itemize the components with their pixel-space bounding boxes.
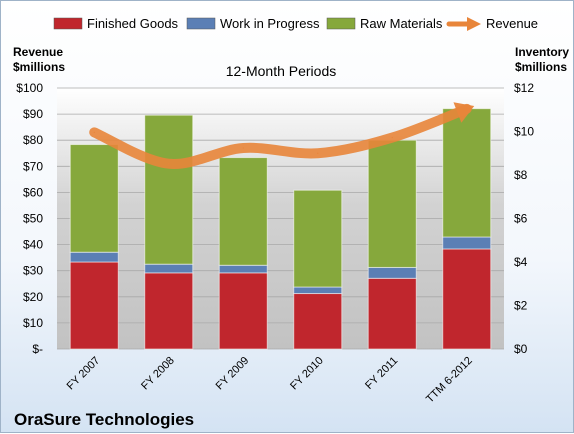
legend-label-work-in-progress: Work in Progress — [220, 16, 320, 31]
x-axis-ticks: FY 2007 FY 2008 FY 2009 FY 2010 FY 2011 TTM 6… — [65, 355, 475, 406]
bar-finished-goods — [144, 272, 194, 350]
revenue-line — [89, 103, 472, 169]
bar-work-in-progress — [293, 286, 343, 295]
right-tick-label: $6 — [514, 212, 528, 226]
left-tick-label: $80 — [23, 133, 43, 147]
left-tick-label: $20 — [23, 290, 43, 304]
bar-finished-goods — [442, 248, 492, 350]
left-tick-label: $30 — [23, 264, 43, 278]
left-tick-label: $- — [32, 342, 43, 356]
revenue-point — [317, 152, 319, 154]
company-name: OraSure Technologies — [14, 410, 194, 429]
right-tick-label: $2 — [514, 299, 528, 313]
right-axis-title-line2: $millions — [515, 60, 567, 74]
revenue-point — [242, 147, 244, 149]
legend-label-finished-goods: Finished Goods — [87, 16, 179, 31]
right-tick-label: $10 — [514, 125, 534, 139]
x-tick-label: FY 2010 — [288, 355, 326, 393]
bar-finished-goods — [69, 261, 119, 350]
legend-label-raw-materials: Raw Materials — [360, 16, 443, 31]
bar-work-in-progress — [367, 266, 417, 279]
legend-swatch-revenue — [446, 17, 481, 31]
revenue-point — [391, 136, 393, 139]
bar-raw-materials — [144, 114, 194, 265]
legend-label-revenue: Revenue — [486, 16, 538, 31]
bars — [69, 108, 492, 350]
revenue-point — [466, 108, 468, 110]
bar-work-in-progress — [218, 264, 268, 274]
revenue-arrowhead — [453, 102, 475, 123]
left-tick-label: $60 — [23, 185, 43, 199]
bar-work-in-progress — [442, 236, 492, 250]
right-tick-label: $12 — [514, 81, 534, 95]
right-axis-ticks: $0 $2 $4 $6 $8 $10 $12 — [514, 81, 534, 356]
revenue-point — [93, 131, 95, 133]
right-axis-title-line1: Inventory — [515, 45, 569, 59]
revenue-series — [89, 102, 475, 169]
legend-swatch-raw-materials — [326, 17, 356, 30]
left-tick-label: $70 — [23, 159, 43, 173]
left-tick-label: $40 — [23, 238, 43, 252]
right-tick-label: $4 — [514, 255, 528, 269]
bar-raw-materials — [442, 108, 492, 238]
bar-work-in-progress — [69, 251, 119, 263]
right-tick-label: $8 — [514, 168, 528, 182]
left-axis-title-line2: $millions — [13, 60, 65, 74]
bar-raw-materials — [293, 189, 343, 288]
bar-work-in-progress — [144, 263, 194, 274]
left-axis-ticks: $- $10 $20 $30 $40 $50 $60 $70 $80 $90 $100 — [16, 81, 43, 356]
legend-swatch-work-in-progress — [186, 17, 216, 30]
x-tick-label: FY 2011 — [363, 355, 400, 392]
x-tick-label: FY 2009 — [214, 355, 252, 393]
bar-finished-goods — [218, 272, 268, 350]
bar-raw-materials — [69, 144, 119, 253]
bar-raw-materials — [367, 139, 417, 268]
x-tick-label: FY 2008 — [139, 355, 177, 393]
chart-title: 12-Month Periods — [226, 63, 337, 79]
gridlines — [57, 87, 504, 350]
left-tick-label: $50 — [23, 212, 43, 226]
left-axis-title-line1: Revenue — [13, 45, 63, 59]
left-tick-label: $100 — [16, 81, 43, 95]
left-tick-label: $90 — [23, 107, 43, 121]
left-tick-label: $10 — [23, 316, 43, 330]
bar-raw-materials — [218, 157, 268, 266]
x-tick-label: TTM 6-2012 — [424, 355, 475, 406]
legend-swatch-finished-goods — [53, 17, 83, 30]
legend: Finished Goods Work in Progress Raw Mate… — [53, 16, 538, 31]
right-tick-label: $0 — [514, 342, 528, 356]
bar-finished-goods — [367, 277, 417, 350]
revenue-point — [168, 163, 170, 165]
x-tick-label: FY 2007 — [65, 355, 103, 393]
bar-finished-goods — [293, 293, 343, 350]
